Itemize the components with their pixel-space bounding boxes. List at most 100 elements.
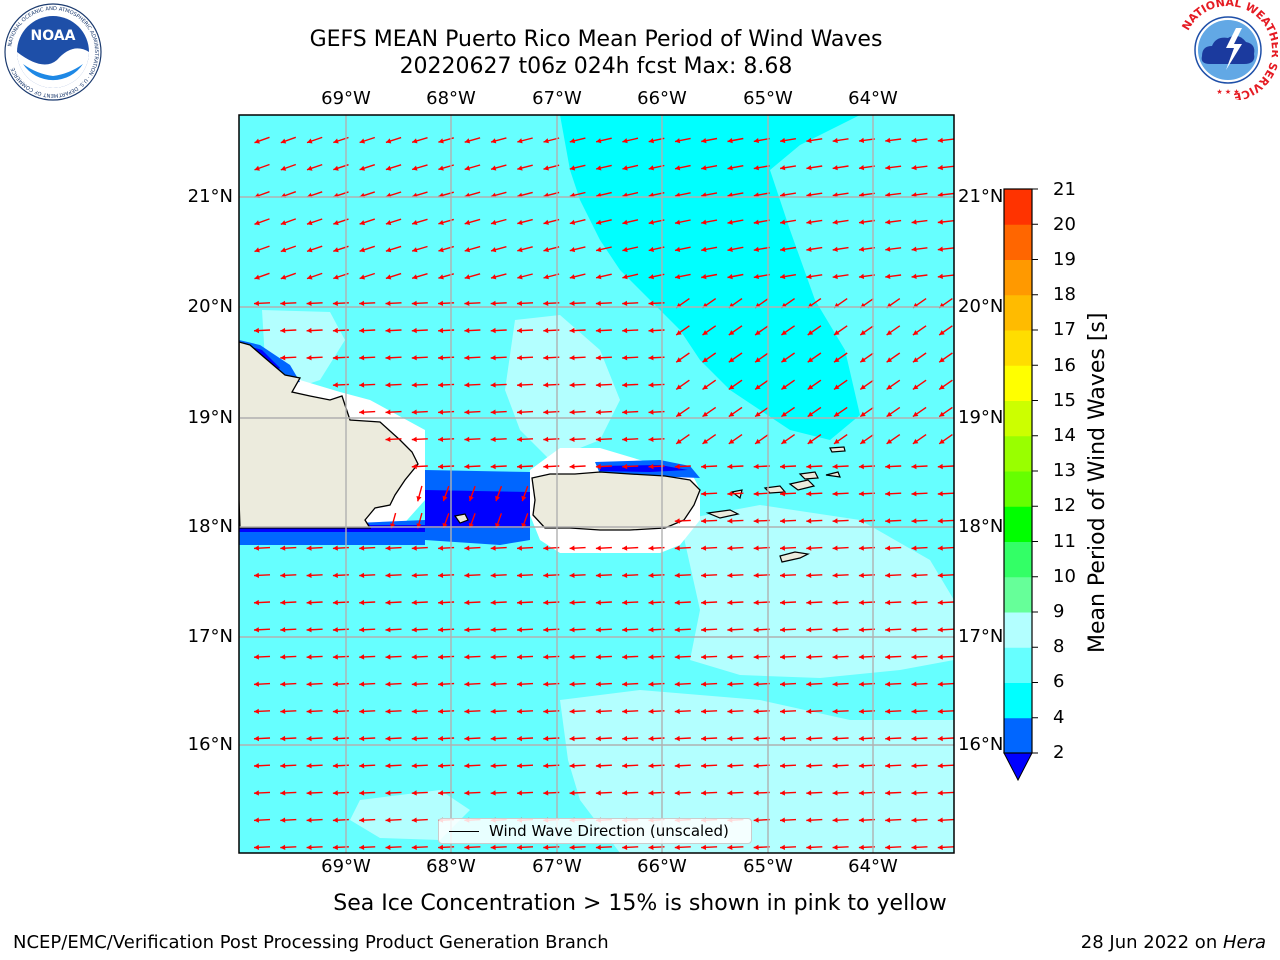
wind-wave-arrow-head [753, 246, 759, 252]
colorbar-tick: 11 [1053, 531, 1076, 552]
wind-wave-arrow-head [385, 274, 392, 280]
wind-wave-arrow-head [807, 438, 814, 444]
wind-wave-arrow-head [728, 330, 735, 335]
nws-logo: NATIONAL WEATHER SERVICE ★ ★ ★ [1179, 0, 1278, 100]
wind-wave-arrow-head [622, 572, 628, 578]
wind-wave-arrow-head [858, 518, 864, 524]
wind-wave-arrow-head [359, 382, 365, 388]
wind-wave-arrow-head [254, 274, 260, 280]
wind-wave-arrow-head [306, 817, 312, 823]
wind-wave-arrow-head [543, 436, 549, 442]
wind-wave-arrow-head [780, 681, 785, 687]
wind-wave-arrow-head [306, 654, 312, 660]
wind-wave-arrow-head [832, 219, 838, 225]
wind-wave-arrow-head [517, 763, 522, 769]
svg-text:★ ★ ★: ★ ★ ★ [1216, 88, 1239, 96]
wind-wave-arrow-head [543, 300, 549, 306]
wind-wave-arrow-head [701, 246, 707, 252]
wind-wave-arrow-head [490, 545, 496, 551]
wind-wave-arrow-head [385, 844, 391, 850]
wind-wave-arrow-head [727, 518, 733, 524]
wind-wave-arrow-head [359, 545, 365, 551]
wind-wave-arrow-head [701, 654, 707, 660]
wind-wave-arrow-head [859, 219, 865, 225]
wind-wave-arrow-head [675, 274, 681, 280]
wind-wave-arrow-head [860, 438, 866, 444]
wind-wave-arrow-head [490, 300, 496, 306]
wind-wave-arrow-head [595, 300, 601, 306]
wind-wave-arrow-head [464, 463, 470, 470]
wind-wave-arrow-head [543, 274, 549, 280]
wind-wave-arrow-head [885, 192, 891, 198]
contour-region-8-9s-central [505, 315, 620, 460]
wind-wave-arrow-head [569, 654, 575, 660]
wind-wave-arrow-head [885, 599, 891, 606]
wind-wave-arrow-head [280, 545, 286, 551]
wind-wave-arrow-head [832, 273, 838, 280]
wind-wave-arrow-head [780, 844, 785, 850]
wind-wave-arrow-head [622, 409, 628, 415]
land-hispaniola [239, 341, 419, 529]
wind-wave-arrow-head [648, 138, 654, 144]
lon-label-bottom: 69°W [321, 856, 371, 877]
wind-wave-arrow-head [543, 463, 549, 470]
wind-wave-arrow-head [543, 627, 549, 633]
lon-label-top: 64°W [848, 88, 898, 109]
wind-wave-arrow-head [858, 627, 864, 633]
wind-wave-arrow-head [806, 545, 812, 551]
footer-date-text: 28 Jun 2022 on [1080, 932, 1223, 953]
wind-wave-arrow-head [807, 384, 814, 390]
wind-wave-arrow-head [490, 763, 496, 769]
wind-wave-arrow-head [622, 436, 628, 442]
wind-wave-arrow-head [595, 436, 601, 442]
wind-wave-arrow-head [911, 790, 917, 796]
wind-wave-arrow-head [911, 817, 917, 823]
wind-wave-arrow-head [306, 545, 312, 551]
wind-wave-arrow-head [521, 495, 527, 502]
wind-wave-arrow-head [385, 300, 391, 306]
wind-wave-arrow-head [622, 300, 628, 306]
wind-wave-arrow-head [885, 273, 891, 279]
wind-wave-arrow-head [307, 220, 313, 226]
wind-wave-arrow-head [832, 654, 838, 660]
wind-wave-arrow-head [543, 654, 549, 660]
wind-wave-arrow-head [753, 219, 759, 225]
wind-wave-arrow-head [490, 355, 496, 361]
wind-wave-arrow-head [411, 572, 417, 578]
wind-wave-arrow-head [911, 463, 917, 470]
wind-wave-arrow-head [464, 572, 470, 578]
wind-wave-arrow-head [911, 137, 917, 143]
wind-wave-arrow-head [648, 654, 654, 660]
wind-wave-arrow-head [254, 790, 259, 796]
wind-wave-arrow-head [543, 681, 549, 687]
wind-wave-arrow-head [464, 247, 471, 253]
wind-wave-arrow-head [860, 330, 866, 335]
wind-wave-arrow-head [464, 327, 470, 334]
wind-wave-arrow-head [832, 627, 838, 633]
wind-wave-arrow-head [307, 247, 313, 253]
chart-subtitle-run-info: 20220627 t06z 024h fcst Max: 8.68 [399, 54, 793, 79]
wind-wave-arrow-head [912, 357, 919, 363]
wind-wave-arrow-head [702, 411, 708, 417]
wind-wave-arrow-head [859, 246, 865, 252]
wind-wave-arrow-head [495, 495, 501, 502]
wind-wave-arrow-head [306, 327, 312, 334]
wind-wave-arrow-head [701, 763, 707, 769]
wind-wave-arrow-head [569, 627, 575, 633]
wind-wave-arrow-head [280, 599, 286, 606]
wind-wave-arrow-head [676, 438, 682, 444]
wind-wave-arrow-head [359, 735, 365, 742]
wind-wave-arrow-head [676, 330, 682, 335]
wind-wave-arrow-head [438, 247, 444, 253]
wind-wave-arrow-head [438, 790, 444, 796]
wind-wave-arrow-head [701, 599, 707, 606]
wind-wave-arrow-head [416, 496, 422, 502]
wind-wave-arrow-head [595, 355, 601, 361]
wind-wave-arrow-head [569, 300, 575, 306]
wind-wave-arrow-head [464, 681, 470, 687]
wind-wave-arrow-head [280, 300, 286, 306]
wind-wave-arrow-head [569, 572, 575, 578]
wind-wave-arrow-head [911, 627, 917, 633]
wind-wave-arrow-head [254, 599, 259, 606]
lon-label-bottom: 65°W [743, 856, 793, 877]
